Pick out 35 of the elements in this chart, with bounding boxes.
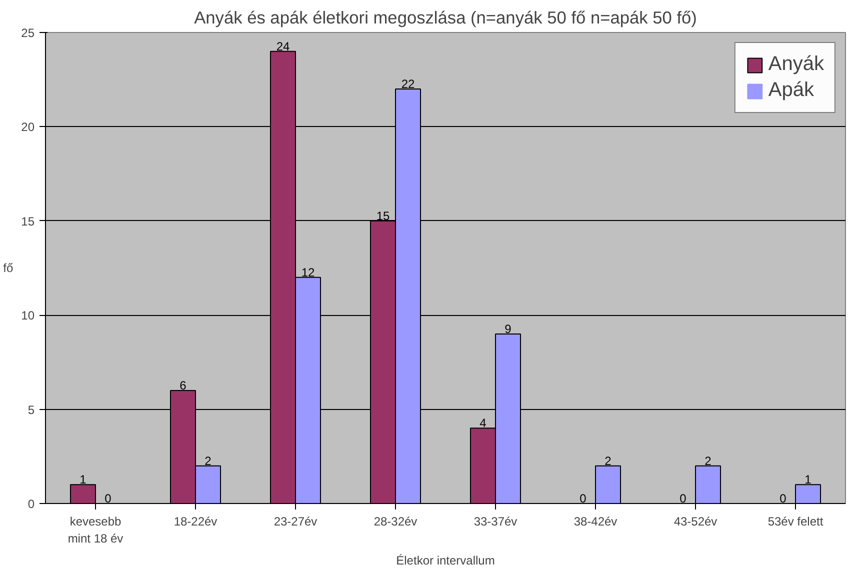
data-label: 2: [604, 454, 612, 468]
x-tick-label: 33-37év: [474, 514, 518, 528]
y-tick-label: 25: [21, 26, 35, 40]
x-axis-title: Életkor intervallum: [396, 553, 495, 568]
y-tick-label: 10: [21, 308, 35, 323]
data-label: 1: [804, 472, 812, 487]
x-tick-label: 38-42év: [574, 514, 618, 528]
y-axis-title: fő: [3, 261, 14, 275]
data-label: 0: [680, 492, 687, 506]
data-label: 4: [480, 416, 487, 430]
data-label: 6: [180, 378, 187, 392]
data-label: 0: [104, 492, 112, 506]
x-tick-label: 28-32év: [374, 514, 418, 528]
x-tick-label: 23-27év: [274, 514, 318, 528]
legend-label: Apák: [768, 79, 814, 102]
x-tick-label: 43-52év: [674, 514, 718, 528]
data-label: 0: [580, 492, 587, 506]
x-tick-label: 18-22év: [174, 514, 218, 528]
data-label: 12: [301, 265, 315, 280]
y-tick-label: 15: [21, 214, 35, 228]
x-tick-label: 53év felett: [768, 514, 824, 528]
x-tick-label: kevesebb mint 18 év: [68, 514, 124, 546]
data-label: 15: [376, 208, 390, 223]
data-label: 22: [401, 77, 415, 92]
legend-label: Anyák: [768, 53, 824, 76]
data-label: 24: [276, 39, 290, 54]
data-label: 2: [704, 454, 712, 468]
y-tick-label: 20: [21, 120, 35, 134]
y-tick-label: 5: [28, 402, 35, 417]
y-tick-label: 0: [28, 497, 35, 511]
data-label: 0: [780, 492, 787, 506]
data-label: 9: [504, 322, 512, 336]
data-label: 2: [204, 454, 212, 468]
data-label: 1: [80, 472, 87, 487]
chart-title: Anyák és apák életkori megoszlása (n=anyák 50 fő n=apák 50 fő): [194, 8, 697, 28]
